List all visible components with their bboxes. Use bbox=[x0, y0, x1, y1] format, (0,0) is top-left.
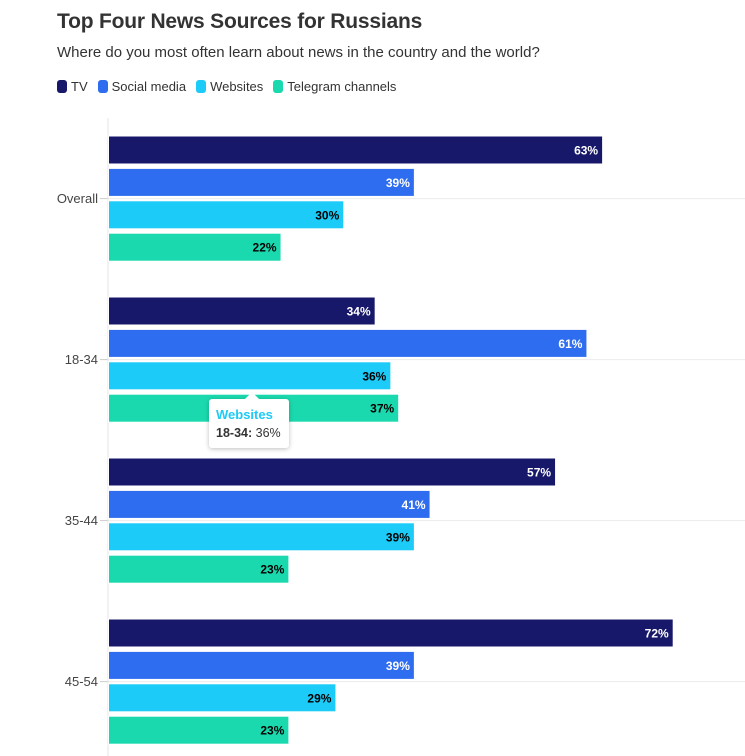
bar[interactable] bbox=[108, 200, 345, 230]
data-label: 30% bbox=[315, 208, 339, 222]
legend-swatch bbox=[273, 80, 284, 93]
data-label: 63% bbox=[574, 144, 598, 158]
legend-item[interactable]: Websites bbox=[196, 79, 263, 94]
bar[interactable] bbox=[108, 457, 557, 487]
legend-label: Telegram channels bbox=[287, 79, 397, 94]
bar[interactable] bbox=[108, 296, 376, 326]
data-label: 37% bbox=[370, 402, 394, 416]
chart-title: Top Four News Sources for Russians bbox=[57, 10, 423, 33]
data-label: 57% bbox=[527, 466, 551, 480]
legend-label: Social media bbox=[111, 79, 187, 94]
bar[interactable] bbox=[108, 232, 282, 262]
tooltip-value: 36% bbox=[255, 426, 281, 440]
bar[interactable] bbox=[108, 715, 290, 745]
bar[interactable] bbox=[108, 135, 604, 165]
category-label: Overall bbox=[57, 191, 98, 206]
data-label: 29% bbox=[307, 691, 331, 705]
data-label: 39% bbox=[386, 530, 410, 544]
legend-swatch bbox=[57, 80, 67, 93]
bar[interactable] bbox=[108, 522, 415, 552]
legend-item[interactable]: TV bbox=[57, 79, 88, 94]
legend-swatch bbox=[97, 80, 108, 93]
bar[interactable] bbox=[108, 167, 415, 197]
bar[interactable] bbox=[108, 554, 290, 584]
data-label: 61% bbox=[558, 337, 582, 351]
legend-swatch bbox=[196, 80, 207, 93]
data-label: 23% bbox=[260, 724, 284, 738]
bar[interactable] bbox=[108, 361, 392, 391]
bar[interactable] bbox=[108, 683, 337, 713]
tooltip: Websites 18-34: 36% bbox=[209, 392, 289, 448]
category-label: 18-34 bbox=[65, 352, 98, 367]
bar[interactable] bbox=[108, 489, 431, 519]
data-label: 39% bbox=[386, 659, 410, 673]
legend-item[interactable]: Telegram channels bbox=[273, 79, 396, 94]
bar[interactable] bbox=[108, 618, 674, 648]
data-label: 36% bbox=[362, 369, 386, 383]
legend-label: Websites bbox=[210, 79, 264, 94]
data-label: 39% bbox=[386, 176, 410, 190]
category-label: 45-54 bbox=[65, 674, 98, 689]
legend-label: TV bbox=[71, 79, 88, 94]
data-label: 41% bbox=[402, 498, 426, 512]
bar[interactable] bbox=[108, 328, 588, 358]
data-label: 34% bbox=[347, 305, 371, 319]
data-label: 72% bbox=[645, 627, 669, 641]
category-label: 35-44 bbox=[65, 513, 98, 528]
legend-item[interactable]: Social media bbox=[97, 79, 187, 94]
legend: TV Social media Websites Telegram channels bbox=[57, 79, 396, 94]
chart-subtitle: Where do you most often learn about news… bbox=[57, 44, 540, 61]
data-label: 23% bbox=[260, 563, 284, 577]
data-label: 22% bbox=[253, 241, 277, 255]
tooltip-title: Websites bbox=[216, 407, 273, 422]
tooltip-label: 18-34: bbox=[216, 426, 253, 440]
bar[interactable] bbox=[108, 650, 415, 680]
